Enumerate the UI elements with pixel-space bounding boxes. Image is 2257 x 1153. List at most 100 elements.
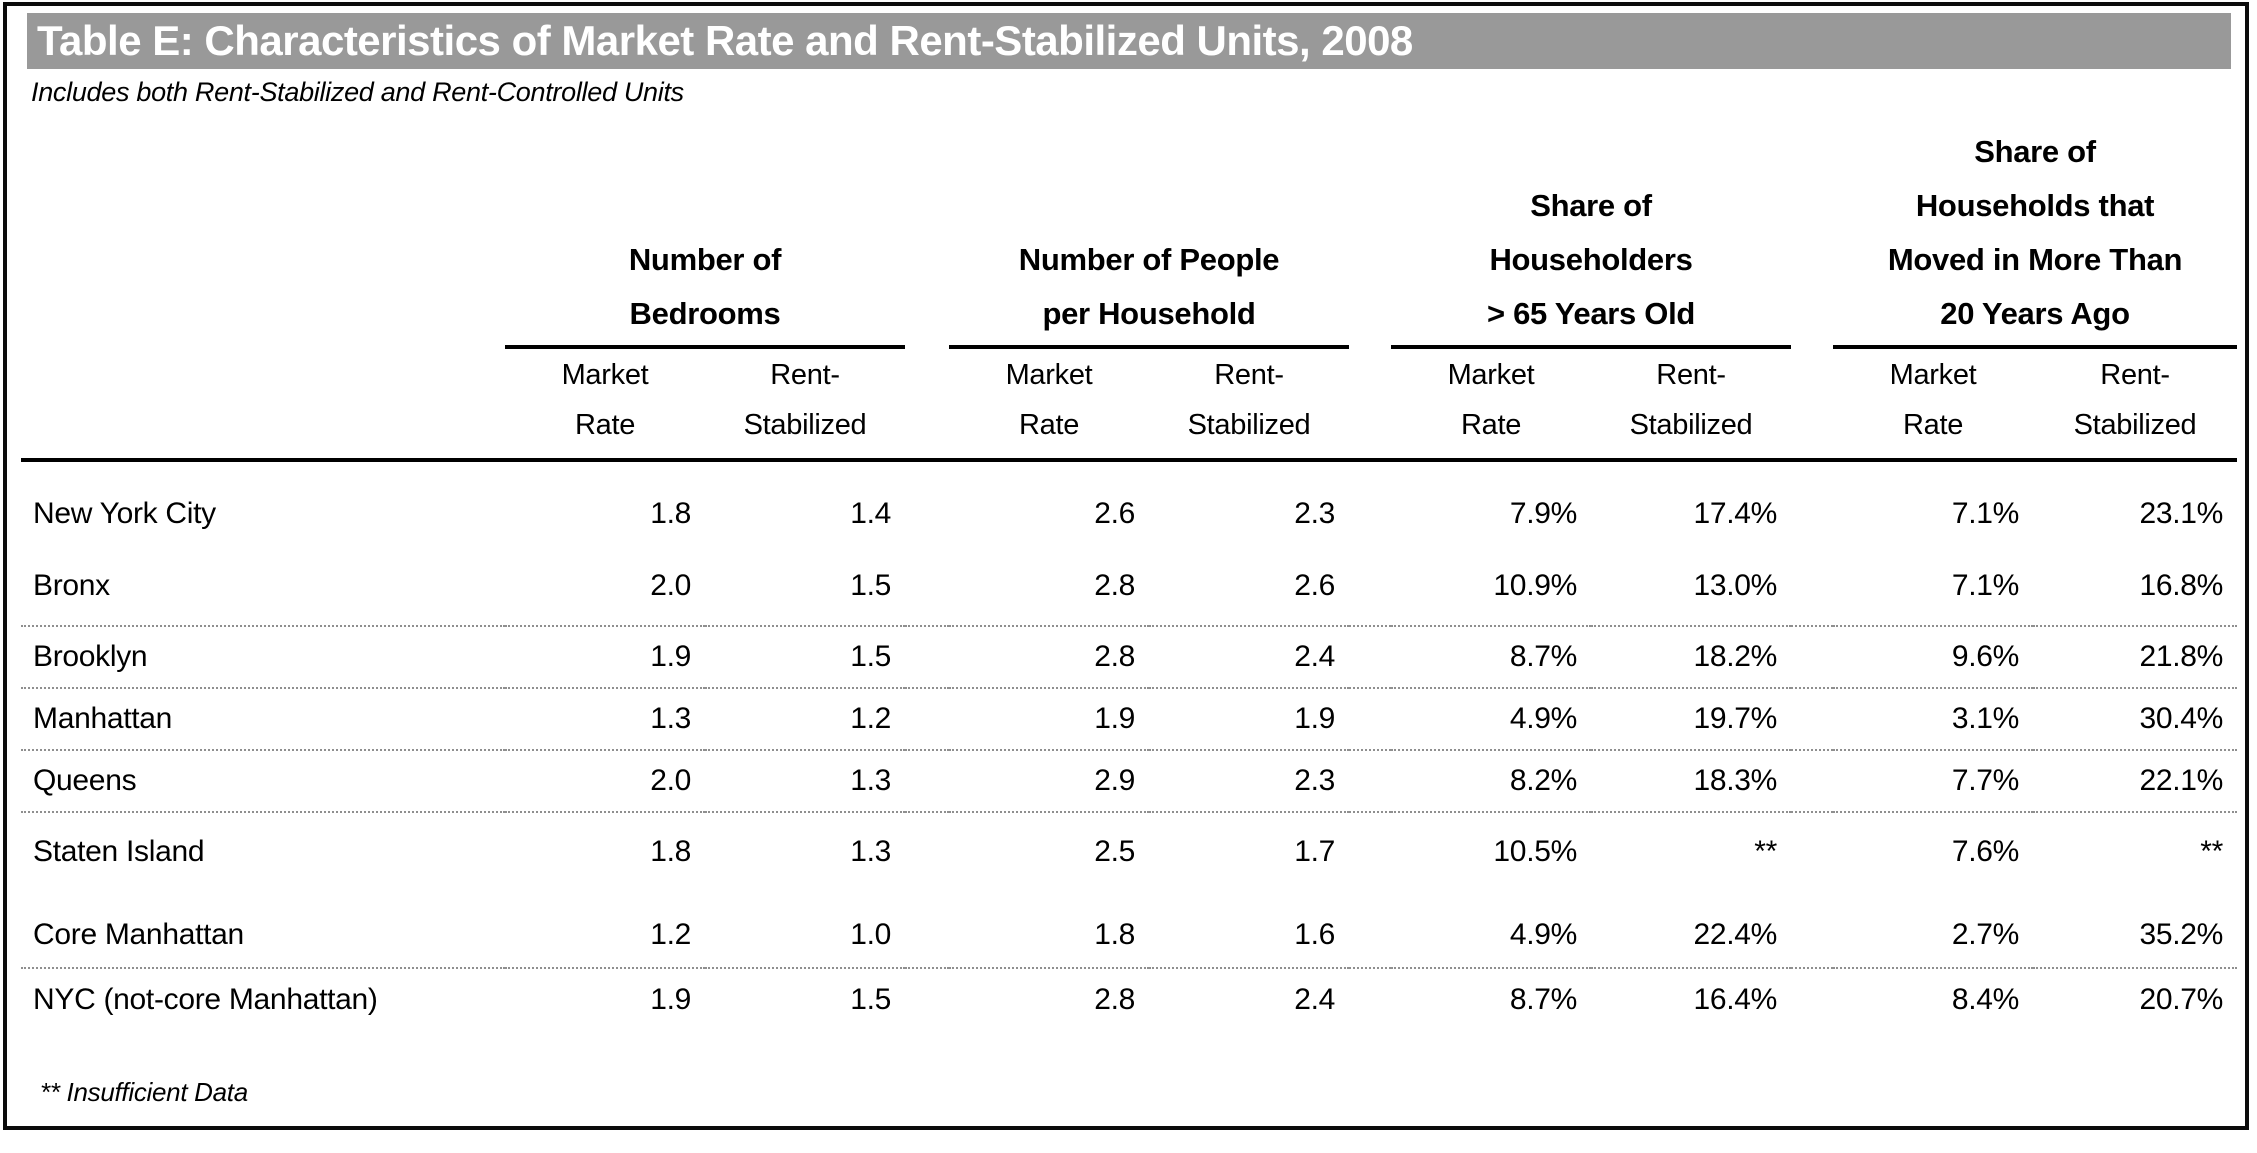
subheader-line: Rent- <box>770 359 840 391</box>
cell-value: 9.6% <box>1833 626 2034 689</box>
table-row: Core Manhattan 1.2 1.0 1.8 1.6 4.9% 22.4… <box>21 890 2238 969</box>
column-gap <box>1349 890 1391 969</box>
cell-value: 7.1% <box>1951 496 2020 530</box>
subheader-line: Market <box>561 359 649 391</box>
subheader-rent-stabilized: Rent- Stabilized <box>2033 347 2238 462</box>
cell-value: 1.5 <box>850 982 891 1016</box>
column-gap <box>905 119 949 347</box>
column-gap <box>1791 347 1834 462</box>
subheader-line: Stabilized <box>743 409 867 441</box>
cell-value: 7.7% <box>1833 750 2034 813</box>
column-group-householders-over-65: Share of Householders > 65 Years Old <box>1391 119 1792 349</box>
cell-value: 10.9% <box>1391 546 1591 627</box>
cell-value: 4.9% <box>1391 688 1591 751</box>
cell-value: 8.7% <box>1509 982 1577 1016</box>
column-gap <box>905 750 949 813</box>
column-group-moved-over-20-years-ago: Share of Households that Moved in More T… <box>1833 119 2238 349</box>
column-gap <box>905 688 949 751</box>
cell-value: 1.2 <box>705 688 905 751</box>
empty-corner-cell <box>21 347 505 462</box>
column-gap <box>905 460 949 546</box>
subheader-market-rate: Market Rate <box>1391 347 1591 462</box>
cell-value: 1.5 <box>705 546 905 627</box>
cell-value: 2.8 <box>949 626 1149 689</box>
cell-value: 1.9 <box>1149 688 1349 751</box>
cell-value: 1.4 <box>850 496 891 530</box>
table-title: Table E: Characteristics of Market Rate … <box>37 17 1413 64</box>
cell-value: 35.2% <box>2033 890 2238 969</box>
group-header-line: Number of People <box>1018 242 1280 277</box>
row-label: Bronx <box>21 546 505 627</box>
cell-value: 22.4% <box>1591 890 1792 969</box>
table-row: Staten Island 1.8 1.3 2.5 1.7 10.5% ** 7… <box>21 812 2237 890</box>
subheader-line: Stabilized <box>1187 409 1311 441</box>
cell-value: 2.6 <box>1149 546 1349 627</box>
cell-value: 8.7% <box>1391 626 1591 689</box>
column-gap <box>1349 347 1391 462</box>
column-gap <box>1349 119 1391 347</box>
cell-value: 7.1% <box>1833 546 2034 627</box>
column-gap <box>905 626 949 689</box>
cell-value: 2.5 <box>1094 834 1135 868</box>
subheader-line: Stabilized <box>1629 409 1753 441</box>
row-label: Queens <box>21 750 505 813</box>
cell-value: 2.3 <box>1149 750 1349 813</box>
cell-value: 1.8 <box>650 834 691 868</box>
subheader-market-rate: Market Rate <box>949 347 1149 462</box>
cell-value: 1.3 <box>705 750 905 813</box>
table-row: Queens 2.0 1.3 2.9 2.3 8.2% 18.3% 7.7% 2… <box>21 750 2238 813</box>
subheader-line: Rate <box>1018 409 1080 441</box>
cell-value: 2.0 <box>505 750 705 813</box>
subheader-line: Rent- <box>2100 359 2170 391</box>
column-gap <box>1791 750 1834 813</box>
column-gap <box>1791 688 1834 751</box>
group-header-line: Bedrooms <box>629 296 781 331</box>
subheader-rent-stabilized: Rent- Stabilized <box>1591 347 1792 462</box>
cell-value: 1.9 <box>949 688 1149 751</box>
cell-value: 1.2 <box>505 890 705 969</box>
cell-value: 18.2% <box>1591 626 1792 689</box>
column-gap <box>1791 812 1833 890</box>
cell-value: 7.9% <box>1509 496 1577 530</box>
cell-value: 21.8% <box>2033 626 2238 689</box>
table-subtitle: Includes both Rent-Stabilized and Rent-C… <box>31 77 684 107</box>
row-label: NYC (not-core Manhattan) <box>33 982 378 1016</box>
group-header-line: Number of <box>628 242 782 277</box>
column-group-header-row: Number of Bedrooms Number of People per … <box>21 119 2238 349</box>
table-row: Brooklyn 1.9 1.5 2.8 2.4 8.7% 18.2% 9.6%… <box>21 626 2238 689</box>
cell-value: 1.8 <box>949 890 1149 969</box>
cell-value: 1.9 <box>650 982 691 1016</box>
column-gap <box>1791 968 1833 1030</box>
subheader-rent-stabilized: Rent- Stabilized <box>705 347 905 462</box>
cell-value: 3.1% <box>1833 688 2034 751</box>
column-gap <box>1791 546 1834 627</box>
table-title-bar: Table E: Characteristics of Market Rate … <box>27 13 2231 69</box>
group-header-line: Households that <box>1915 188 2155 223</box>
cell-value: 1.7 <box>1294 834 1335 868</box>
cell-value: 2.0 <box>505 546 705 627</box>
cell-value: 1.5 <box>705 626 905 689</box>
cell-value: 4.9% <box>1391 890 1591 969</box>
column-gap <box>1791 119 1833 347</box>
subheader-line: Market <box>1889 359 1977 391</box>
column-gap <box>1349 626 1391 689</box>
subheader-market-rate: Market Rate <box>1833 347 2034 462</box>
column-gap <box>905 812 949 890</box>
column-gap <box>905 968 949 1030</box>
cell-value: 1.9 <box>505 626 705 689</box>
subheader-market-rate: Market Rate <box>505 347 705 462</box>
row-label: New York City <box>33 496 216 530</box>
cell-value: 16.4% <box>1693 982 1778 1016</box>
column-gap <box>1791 890 1834 969</box>
group-header-line: Moved in More Than <box>1887 242 2183 277</box>
column-gap <box>1349 750 1391 813</box>
cell-value: 10.5% <box>1493 834 1577 868</box>
cell-value: 30.4% <box>2033 688 2238 751</box>
cell-value: 2.8 <box>949 546 1149 627</box>
table-row: NYC (not-core Manhattan) 1.9 1.5 2.8 2.4… <box>21 968 2237 1030</box>
column-gap <box>1791 460 1833 546</box>
sub-header-row: Market Rate Rent- Stabilized Market Rate… <box>21 347 2238 462</box>
cell-value: 1.6 <box>1149 890 1349 969</box>
cell-value: 22.1% <box>2033 750 2238 813</box>
group-header-line: Share of <box>1974 134 2096 169</box>
